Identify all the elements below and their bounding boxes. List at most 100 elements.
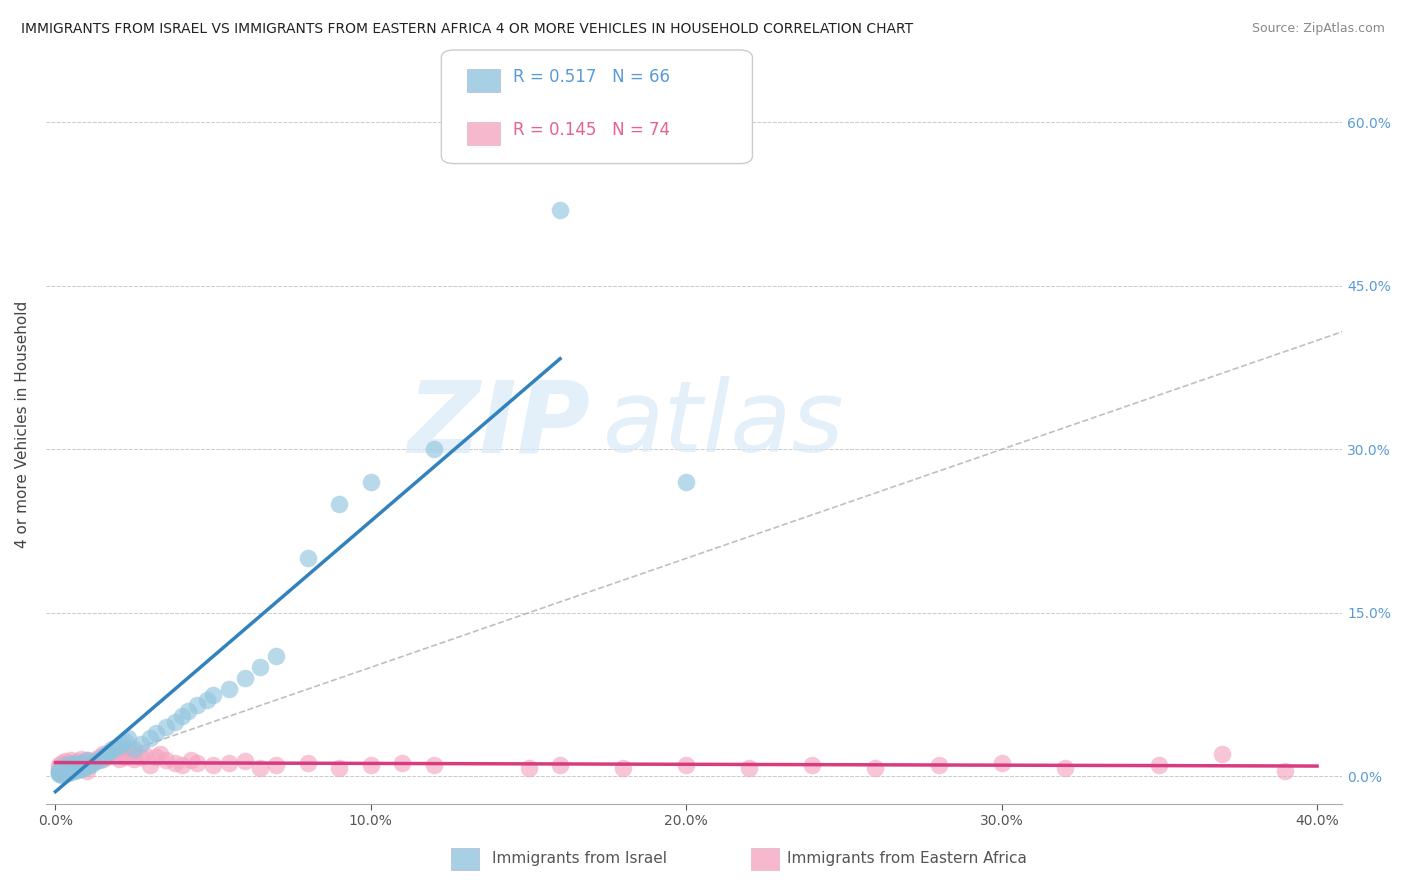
Point	[423, 442, 446, 457]
Point	[60, 753, 83, 767]
Point	[548, 758, 571, 772]
Point	[66, 760, 89, 774]
FancyBboxPatch shape	[467, 122, 499, 145]
Point	[63, 756, 86, 771]
Text: ZIP: ZIP	[408, 376, 591, 474]
Point	[297, 551, 319, 566]
Point	[107, 745, 129, 759]
Point	[98, 747, 121, 762]
Point	[1149, 758, 1171, 772]
Point	[104, 741, 127, 756]
Point	[69, 752, 91, 766]
Point	[124, 752, 146, 766]
Point	[53, 763, 76, 777]
Point	[107, 739, 129, 753]
Point	[51, 768, 73, 782]
Text: R = 0.145   N = 74: R = 0.145 N = 74	[513, 120, 669, 138]
Point	[114, 734, 136, 748]
Point	[94, 747, 117, 762]
Y-axis label: 4 or more Vehicles in Household: 4 or more Vehicles in Household	[15, 301, 30, 549]
Text: Immigrants from Israel: Immigrants from Israel	[492, 851, 666, 865]
Point	[233, 754, 256, 768]
Point	[86, 754, 108, 768]
Point	[548, 202, 571, 217]
Point	[145, 725, 167, 739]
Point	[1053, 760, 1076, 774]
Point	[91, 752, 114, 766]
Point	[517, 760, 540, 774]
Point	[53, 764, 76, 779]
Point	[82, 754, 104, 768]
Point	[51, 756, 73, 771]
Point	[675, 758, 697, 772]
Point	[60, 758, 83, 772]
Point	[1211, 747, 1233, 762]
Point	[56, 766, 79, 780]
Point	[360, 475, 382, 489]
Point	[48, 758, 70, 772]
Point	[101, 745, 124, 759]
Point	[73, 760, 96, 774]
Point	[53, 754, 76, 768]
Point	[170, 758, 193, 772]
Point	[129, 749, 152, 764]
Point	[165, 714, 187, 729]
Point	[148, 747, 170, 762]
Point	[56, 764, 79, 778]
Point	[63, 760, 86, 774]
Point	[101, 742, 124, 756]
Point	[51, 763, 73, 777]
Point	[114, 749, 136, 764]
Point	[53, 758, 76, 772]
Point	[69, 756, 91, 771]
Point	[297, 756, 319, 771]
Point	[51, 762, 73, 776]
Point	[202, 688, 225, 702]
Point	[66, 754, 89, 768]
Point	[195, 693, 218, 707]
Point	[60, 758, 83, 772]
Point	[66, 763, 89, 777]
Point	[48, 767, 70, 781]
Point	[91, 749, 114, 764]
Point	[155, 753, 177, 767]
Point	[86, 752, 108, 766]
Text: IMMIGRANTS FROM ISRAEL VS IMMIGRANTS FROM EASTERN AFRICA 4 OR MORE VEHICLES IN H: IMMIGRANTS FROM ISRAEL VS IMMIGRANTS FRO…	[21, 22, 914, 37]
Point	[69, 762, 91, 776]
Point	[249, 660, 271, 674]
Point	[76, 764, 98, 778]
Point	[132, 747, 155, 762]
Point	[801, 758, 824, 772]
Point	[139, 731, 162, 746]
Point	[180, 753, 202, 767]
Point	[51, 759, 73, 773]
Point	[139, 758, 162, 772]
Point	[56, 759, 79, 773]
Point	[612, 760, 634, 774]
Point	[76, 759, 98, 773]
Point	[56, 762, 79, 776]
Point	[865, 760, 887, 774]
Point	[107, 752, 129, 766]
Point	[48, 764, 70, 778]
Point	[155, 720, 177, 734]
Point	[485, 137, 508, 152]
Point	[48, 760, 70, 774]
Point	[423, 758, 446, 772]
Point	[51, 766, 73, 780]
Point	[98, 745, 121, 759]
Point	[94, 749, 117, 764]
Point	[264, 649, 287, 664]
Point	[53, 758, 76, 772]
Point	[51, 760, 73, 774]
Point	[360, 758, 382, 772]
Point	[79, 758, 101, 772]
Point	[264, 758, 287, 772]
Point	[56, 764, 79, 778]
Point	[675, 475, 697, 489]
Point	[218, 756, 240, 771]
Point	[53, 762, 76, 776]
Point	[186, 756, 208, 771]
Text: Immigrants from Eastern Africa: Immigrants from Eastern Africa	[787, 851, 1028, 865]
Point	[48, 764, 70, 778]
